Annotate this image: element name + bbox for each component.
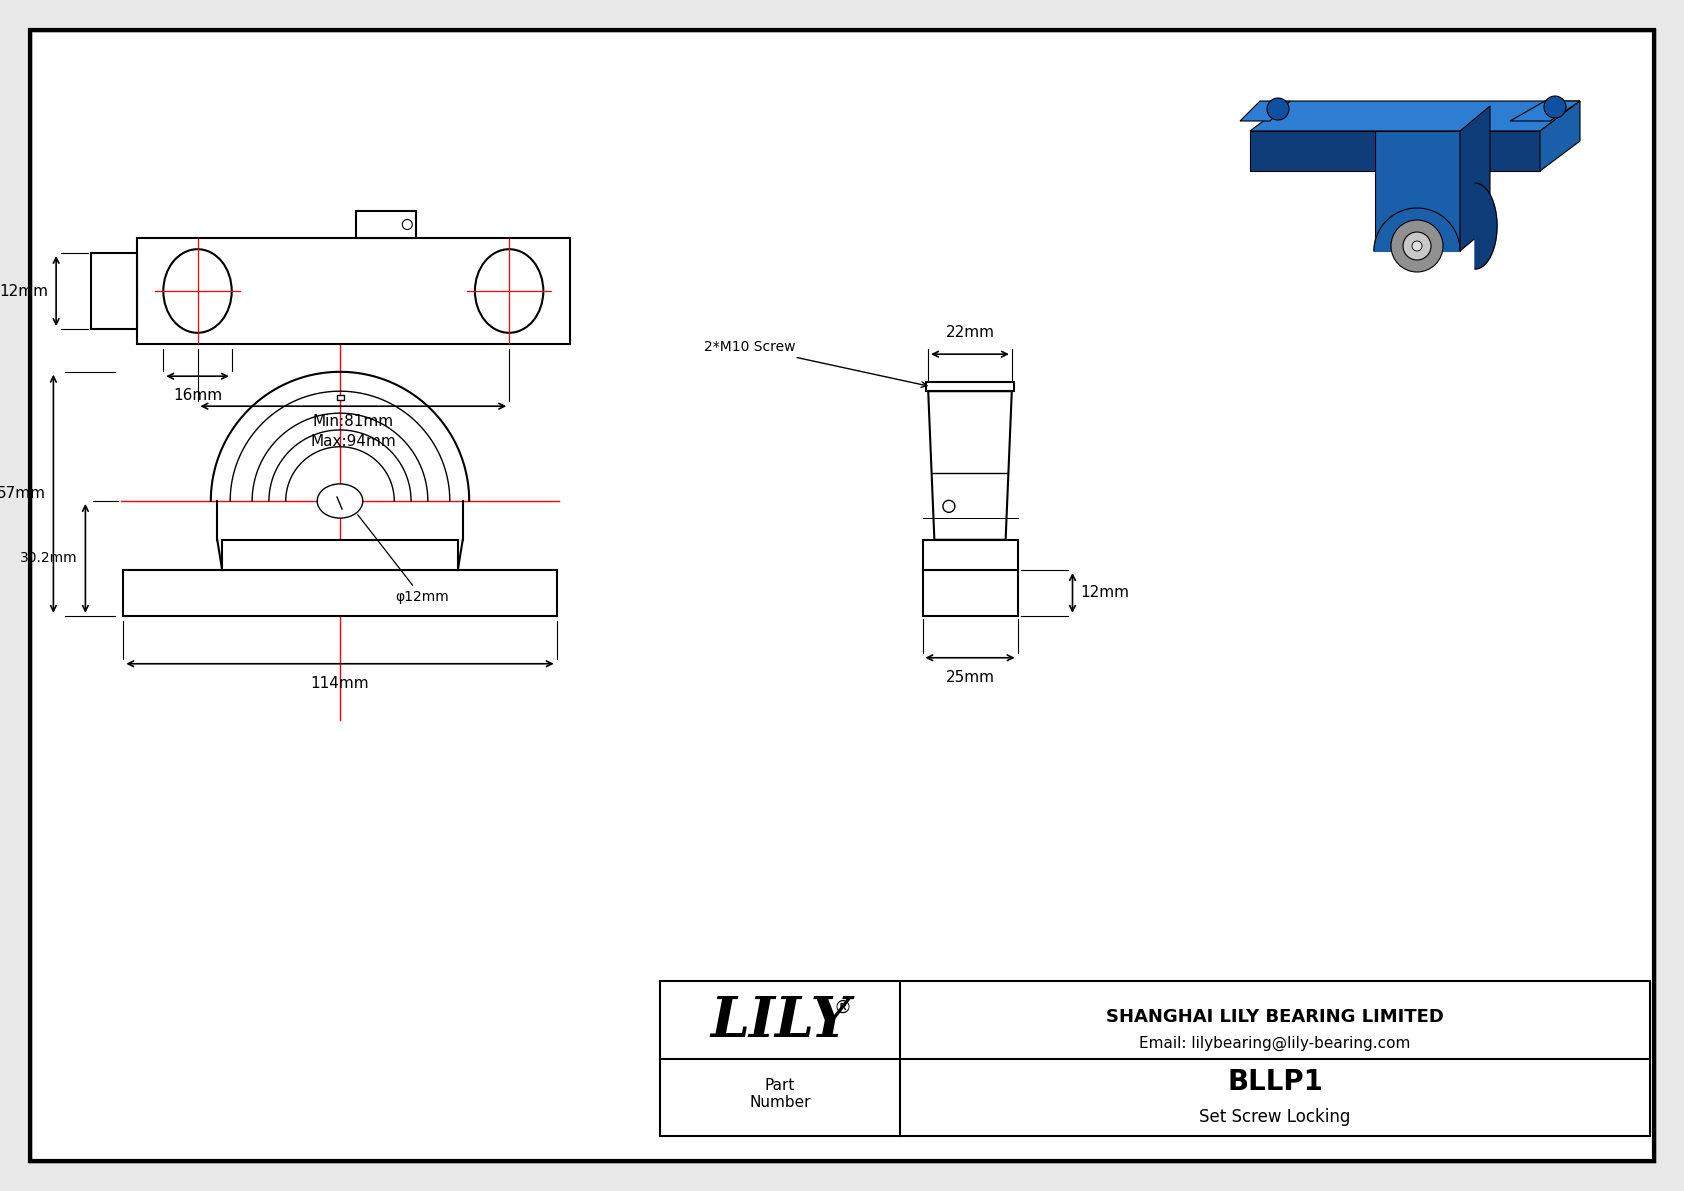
Bar xyxy=(355,211,416,238)
Bar xyxy=(337,395,344,400)
Polygon shape xyxy=(1475,183,1497,269)
Polygon shape xyxy=(1376,131,1460,251)
Text: 2*M10 Screw: 2*M10 Screw xyxy=(704,341,926,387)
Polygon shape xyxy=(1250,131,1539,172)
Polygon shape xyxy=(1511,101,1580,121)
Circle shape xyxy=(402,219,413,230)
Bar xyxy=(136,238,569,344)
Circle shape xyxy=(1403,232,1431,260)
Text: 25mm: 25mm xyxy=(945,669,995,685)
Text: 12mm: 12mm xyxy=(1081,586,1130,600)
Text: Part
Number: Part Number xyxy=(749,1078,810,1110)
Text: 114mm: 114mm xyxy=(310,675,369,691)
Bar xyxy=(926,382,1014,391)
Bar xyxy=(660,981,1650,1136)
Bar xyxy=(222,540,458,570)
Bar xyxy=(91,252,136,329)
Text: 22mm: 22mm xyxy=(945,325,995,341)
Bar xyxy=(923,570,1017,616)
Polygon shape xyxy=(928,391,1012,540)
Text: 16mm: 16mm xyxy=(173,388,222,404)
Text: BLLP1: BLLP1 xyxy=(1228,1068,1324,1096)
Bar xyxy=(123,570,557,616)
Circle shape xyxy=(943,500,955,512)
Bar xyxy=(923,540,1017,570)
Polygon shape xyxy=(1239,101,1290,121)
Text: Email: lilybearing@lily-bearing.com: Email: lilybearing@lily-bearing.com xyxy=(1140,1035,1411,1050)
Ellipse shape xyxy=(475,249,544,332)
Text: Min:81mm
Max:94mm: Min:81mm Max:94mm xyxy=(310,414,396,449)
Text: LILY: LILY xyxy=(711,993,850,1049)
Polygon shape xyxy=(1539,101,1580,172)
Circle shape xyxy=(1391,220,1443,272)
Polygon shape xyxy=(1250,101,1580,131)
Circle shape xyxy=(1411,241,1421,251)
Text: ®: ® xyxy=(834,998,850,1016)
Text: 30.2mm: 30.2mm xyxy=(20,551,77,566)
Text: 57mm: 57mm xyxy=(0,486,45,501)
Ellipse shape xyxy=(317,484,362,518)
Circle shape xyxy=(1266,98,1288,120)
Text: SHANGHAI LILY BEARING LIMITED: SHANGHAI LILY BEARING LIMITED xyxy=(1106,1008,1443,1025)
Ellipse shape xyxy=(163,249,232,332)
Polygon shape xyxy=(1460,106,1490,251)
Polygon shape xyxy=(1374,208,1460,251)
Text: φ12mm: φ12mm xyxy=(357,515,448,604)
Circle shape xyxy=(1544,96,1566,118)
Text: 12mm: 12mm xyxy=(0,283,49,299)
Text: Set Screw Locking: Set Screw Locking xyxy=(1199,1109,1351,1127)
